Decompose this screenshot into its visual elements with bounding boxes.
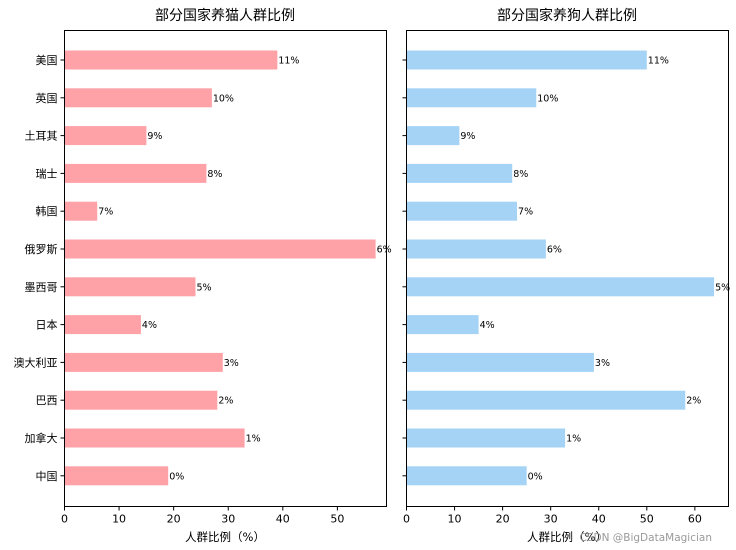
cat-bar bbox=[64, 277, 196, 297]
dog-x-tick-label: 0 bbox=[403, 513, 410, 526]
dog-data-label: 8% bbox=[513, 169, 528, 180]
dog-data-label: 2% bbox=[686, 396, 701, 407]
dog-data-labels: 11% 10% 9% 8% 7% 6% 5% 4% 3% 2% 1% 0% bbox=[460, 56, 730, 483]
cat-bar bbox=[64, 239, 376, 259]
cat-data-label: 0% bbox=[169, 471, 184, 482]
cat-x-tick-label: 40 bbox=[276, 513, 290, 526]
cat-bar bbox=[64, 50, 278, 70]
cat-y-tick-label: 日本 bbox=[36, 318, 58, 332]
dog-data-label: 6% bbox=[547, 245, 562, 256]
cat-y-tick-label: 韩国 bbox=[36, 204, 58, 218]
cat-chart-title: 部分国家养猫人群比例 bbox=[155, 7, 295, 24]
dog-data-label: 9% bbox=[460, 131, 475, 142]
dog-bar bbox=[406, 466, 527, 486]
cat-data-labels: 11% 10% 9% 8% 7% 6% 5% 4% 3% 2% 1% 0% bbox=[98, 56, 391, 483]
cat-bars bbox=[64, 50, 376, 486]
cat-data-label: 11% bbox=[278, 56, 299, 67]
cat-y-tick-label: 瑞士 bbox=[36, 166, 58, 180]
cat-y-tick-label: 英国 bbox=[36, 91, 58, 105]
dog-data-label: 11% bbox=[648, 56, 669, 67]
dog-x-tick-label: 20 bbox=[496, 513, 510, 526]
dog-x-tick-label: 10 bbox=[448, 513, 462, 526]
cat-bar bbox=[64, 163, 207, 183]
cat-data-label: 7% bbox=[98, 207, 113, 218]
dog-bar bbox=[406, 352, 594, 372]
watermark: CSDN @BigDataMagician bbox=[580, 532, 713, 544]
cat-bar bbox=[64, 390, 218, 410]
dog-bar bbox=[406, 428, 566, 448]
dog-x-tick-label: 50 bbox=[640, 513, 654, 526]
dog-bar bbox=[406, 239, 546, 259]
cat-bar bbox=[64, 352, 223, 372]
cat-y-tick-label: 澳大利亚 bbox=[14, 355, 58, 369]
cat-x-axis-label: 人群比例（%） bbox=[185, 530, 265, 544]
dog-bar bbox=[406, 390, 686, 410]
dog-chart-title: 部分国家养狗人群比例 bbox=[497, 7, 637, 24]
cat-bar bbox=[64, 315, 141, 335]
dog-x-tick-label: 30 bbox=[544, 513, 558, 526]
cat-x-tick-label: 50 bbox=[330, 513, 344, 526]
cat-bar bbox=[64, 428, 245, 448]
cat-data-label: 8% bbox=[207, 169, 222, 180]
cat-data-label: 9% bbox=[147, 131, 162, 142]
cat-y-tick-label: 加拿大 bbox=[25, 431, 58, 445]
cat-y-tick-label: 美国 bbox=[36, 54, 58, 67]
cat-data-label: 2% bbox=[218, 396, 233, 407]
cat-data-label: 1% bbox=[246, 434, 261, 445]
cat-x-tick-label: 30 bbox=[221, 513, 235, 526]
cat-data-label: 5% bbox=[196, 282, 211, 293]
dog-x-tick-label: 40 bbox=[592, 513, 606, 526]
dog-y-ticks bbox=[402, 59, 407, 477]
cat-x-tick-label: 0 bbox=[61, 513, 68, 526]
dog-x-tick-label: 60 bbox=[688, 513, 702, 526]
cat-bar bbox=[64, 88, 212, 108]
cat-bar bbox=[64, 201, 98, 221]
cat-data-label: 4% bbox=[142, 320, 157, 331]
dog-data-label: 7% bbox=[518, 207, 533, 218]
cat-y-tick-label: 土耳其 bbox=[25, 130, 58, 143]
cat-y-tick-label: 俄罗斯 bbox=[25, 243, 58, 256]
dog-chart: 部分国家养狗人群比例 11% 10% 9% 8% 7% 6% 5% 4% 3% 2% 1% 0% 0 1… bbox=[402, 7, 730, 544]
cat-data-label: 3% bbox=[224, 358, 239, 369]
dog-bar bbox=[406, 201, 518, 221]
dog-data-label: 0% bbox=[528, 471, 543, 482]
dog-x-axis-label: 人群比例（%） bbox=[527, 530, 607, 544]
cat-x-tick-label: 20 bbox=[167, 513, 181, 526]
dog-data-label: 10% bbox=[537, 93, 558, 104]
cat-chart: 部分国家养猫人群比例 11% 10% 9% 8% 7% 6% 5% 4% 3% 2% 1% 0% 美国… bbox=[14, 7, 392, 544]
cat-y-tick-label: 墨西哥 bbox=[25, 281, 58, 294]
cat-data-label: 10% bbox=[213, 93, 234, 104]
cat-y-tick-label: 巴西 bbox=[36, 394, 58, 407]
cat-bar bbox=[64, 466, 169, 486]
dog-x-ticks: 0 10 20 30 40 50 60 bbox=[403, 506, 702, 526]
dog-bar bbox=[406, 50, 647, 70]
dog-bar bbox=[406, 315, 479, 335]
dog-bar bbox=[406, 88, 537, 108]
dog-bar bbox=[406, 126, 460, 146]
cat-data-label: 6% bbox=[377, 245, 392, 256]
dog-data-label: 1% bbox=[566, 434, 581, 445]
dog-data-label: 5% bbox=[715, 282, 730, 293]
dog-data-label: 4% bbox=[480, 320, 495, 331]
dog-data-label: 3% bbox=[595, 358, 610, 369]
cat-x-tick-label: 10 bbox=[112, 513, 126, 526]
cat-y-tick-label: 中国 bbox=[36, 470, 58, 483]
dog-bar bbox=[406, 163, 513, 183]
dog-plot-frame bbox=[406, 30, 729, 507]
cat-bar bbox=[64, 126, 147, 146]
cat-x-ticks: 0 10 20 30 40 50 bbox=[61, 506, 344, 526]
cat-plot-frame bbox=[64, 30, 387, 507]
dog-bars bbox=[406, 50, 715, 486]
dog-bar bbox=[406, 277, 715, 297]
